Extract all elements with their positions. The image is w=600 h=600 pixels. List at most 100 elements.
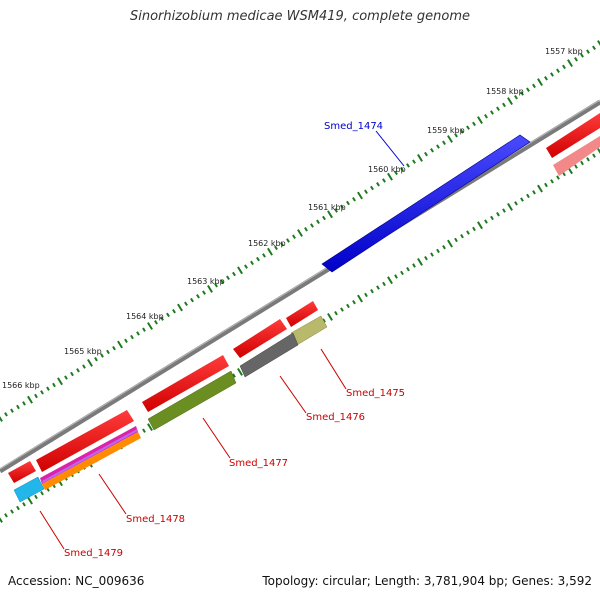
ruler-major-tick: [57, 377, 63, 386]
ruler-minor-tick: [484, 114, 488, 119]
ruler-minor-tick: [382, 281, 386, 287]
ruler-minor-tick: [424, 151, 428, 157]
ruler-minor-tick: [466, 230, 470, 235]
label-smed-1478[interactable]: Smed_1478: [126, 514, 185, 525]
ruler-minor-tick: [550, 72, 554, 77]
gene-feature-pink-right[interactable]: [553, 136, 600, 176]
ruler-major-tick: [357, 191, 363, 200]
ruler-minor-tick: [40, 490, 44, 496]
ruler-minor-tick: [544, 182, 548, 188]
label-smed-1479[interactable]: Smed_1479: [64, 548, 123, 559]
gene-smed-1478[interactable]: [42, 432, 141, 490]
label-smed-1477[interactable]: Smed_1477: [229, 458, 288, 469]
ruler-major-tick: [207, 284, 213, 293]
callout-line-smed-1479: [39, 510, 65, 550]
ruler-minor-tick: [514, 95, 518, 100]
ruler-major-tick: [0, 517, 3, 523]
gene-smed-1479[interactable]: [13, 476, 45, 503]
gene-smed-1478-stripe[interactable]: [42, 429, 138, 483]
ruler-major-tick: [477, 116, 483, 125]
ruler-major-tick: [537, 184, 543, 193]
ruler-major-tick: [417, 153, 423, 162]
ruler-minor-tick: [160, 316, 164, 321]
ruler-major-tick: [177, 303, 183, 312]
ruler-major-tick: [447, 135, 453, 143]
label-smed-1474[interactable]: Smed_1474: [324, 121, 383, 132]
ruler-minor-tick: [304, 227, 308, 232]
genome-backbone: [0, 99, 600, 474]
ruler-minor-tick: [406, 163, 410, 168]
ruler-major-tick: [117, 340, 123, 349]
ruler-major-tick: [477, 221, 483, 230]
ruler-minor-tick: [586, 49, 590, 54]
gene-feature-red-mid[interactable]: [233, 319, 287, 358]
ruler-minor-tick: [460, 233, 464, 239]
gene-smed-1476[interactable]: [239, 332, 299, 378]
ruler-major-tick: [27, 395, 33, 404]
ruler-minor-tick: [112, 345, 116, 351]
ruler-minor-tick: [124, 338, 128, 344]
ruler-minor-tick: [94, 356, 98, 362]
tick-label: 1560 kbp: [368, 165, 406, 174]
ruler-minor-tick: [364, 189, 368, 195]
ruler-minor-tick: [280, 241, 284, 247]
ruler-minor-tick: [292, 234, 296, 239]
ruler-major-tick: [357, 294, 363, 303]
ruler-minor-tick: [412, 263, 416, 268]
ruler-minor-tick: [424, 255, 428, 261]
ruler-minor-tick: [142, 327, 146, 332]
ruler-minor-tick: [340, 204, 344, 210]
gene-feature-red-small[interactable]: [286, 301, 318, 327]
ruler-minor-tick: [526, 193, 530, 199]
ruler-minor-tick: [502, 208, 506, 213]
label-smed-1475[interactable]: Smed_1475: [346, 388, 405, 399]
ruler-minor-tick: [430, 148, 434, 153]
tick-label: 1564 kbp: [126, 312, 164, 321]
ruler-minor-tick: [460, 129, 464, 134]
ruler-minor-tick: [232, 271, 236, 277]
ruler-minor-tick: [442, 140, 446, 146]
ruler-major-tick: [327, 210, 333, 219]
gene-smed-1477[interactable]: [147, 370, 237, 431]
ruler-minor-tick: [550, 179, 554, 184]
ruler-minor-tick: [376, 182, 380, 187]
ruler-minor-tick: [592, 153, 596, 158]
ruler-minor-tick: [532, 83, 536, 89]
ruler-minor-tick: [586, 157, 590, 162]
ruler-major-tick: [237, 266, 243, 275]
gene-feature-red-right[interactable]: [546, 113, 600, 158]
gene-smed-1474[interactable]: [321, 134, 531, 273]
accession-text: Accession: NC_009636: [8, 574, 145, 588]
tick-label: 1566 kbp: [2, 381, 40, 390]
ruler-outer-track: [0, 40, 600, 422]
ruler-minor-tick: [412, 159, 416, 164]
ruler-minor-tick: [4, 412, 8, 417]
ruler-minor-tick: [10, 509, 14, 514]
ruler-minor-tick: [490, 215, 494, 221]
label-smed-1476[interactable]: Smed_1476: [306, 412, 365, 423]
ruler-minor-tick: [436, 144, 440, 149]
ruler-minor-tick: [580, 53, 584, 58]
gene-feature-red-1478-top[interactable]: [36, 410, 134, 472]
ruler-minor-tick: [364, 292, 368, 298]
ruler-minor-tick: [70, 371, 74, 377]
ruler-minor-tick: [172, 308, 176, 314]
ruler-minor-tick: [106, 349, 110, 355]
ruler-minor-tick: [562, 64, 566, 70]
ruler-minor-tick: [544, 76, 548, 81]
callout-line-smed-1475: [320, 348, 347, 390]
ruler-minor-tick: [496, 212, 500, 217]
ruler-minor-tick: [574, 164, 578, 169]
gene-feature-red-long[interactable]: [142, 355, 229, 412]
ruler-minor-tick: [214, 282, 218, 288]
gene-feature-red-left[interactable]: [8, 461, 36, 483]
ruler-minor-tick: [34, 494, 38, 500]
ruler-minor-tick: [130, 334, 134, 340]
ruler-major-tick: [447, 239, 453, 248]
ruler-minor-tick: [340, 307, 344, 312]
ruler-minor-tick: [472, 121, 476, 127]
ruler-minor-tick: [16, 505, 20, 511]
tick-label: 1563 kbp: [187, 277, 225, 286]
tick-label: 1558 kbp: [486, 87, 524, 96]
